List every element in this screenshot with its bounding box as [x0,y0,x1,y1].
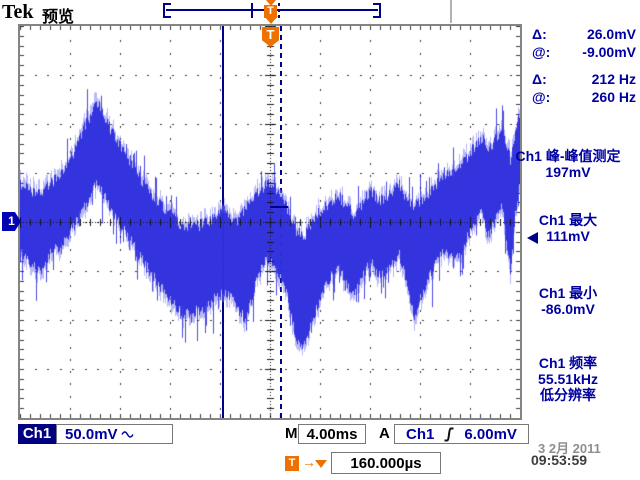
measurement-title: Ch1 频率 [538,355,598,371]
at-freq-value: 260 Hz [591,89,636,105]
ch1-waveform [20,26,520,418]
trigger-level-tick [270,206,288,208]
trigger-level-arrow-icon [527,232,538,244]
trigger-position-caret-icon [264,16,278,24]
timebase-readout: 4.00ms [298,424,366,444]
measurement-note: 低分辨率 [540,387,596,403]
measurement-title: Ch1 峰-峰值测定 [515,148,621,164]
measurement-title: Ch1 最小 [538,285,598,301]
sine-coupling-icon [120,429,134,440]
measurement-title: Ch1 最大 [538,212,598,228]
record-view-cursor1-tick [251,3,253,18]
trigger-delay-value: 160.000µs [350,454,422,472]
record-view-window-end-bracket [373,3,381,18]
measurement-pk2pk: Ch1 峰-峰值测定 197mV [498,148,638,180]
time-label: 09:53:59 [531,452,588,468]
record-view-trigger-marker: T [264,5,277,18]
delta-label: Δ: [532,26,547,42]
cursor-delta-freq-row: Δ: 212 Hz [532,71,636,89]
acquisition-mode-label: 预览 [42,9,75,26]
at-label: @: [532,44,551,60]
measurement-frequency: Ch1 频率 55.51kHz 低分辨率 [498,355,638,403]
delta-freq-value: 212 Hz [591,71,636,87]
measurement-value: 197mV [545,164,591,180]
ch1-scale-readout: 50.0mV [56,424,173,444]
trigger-delay-marker: T [285,456,299,471]
measurement-value: 55.51kHz [538,371,598,387]
delta-label: Δ: [532,71,547,87]
record-view-trigger-caret-icon [266,0,276,6]
main-timebase-label: M [285,425,298,442]
at-label: @: [532,89,551,105]
ch1-scale-value: 50.0mV [65,425,118,443]
trigger-source: Ch1 [406,425,435,443]
cursor-delta-voltage-row: Δ: 26.0mV [532,26,636,44]
record-view-cursor2-tick [278,3,280,18]
trigger-delay-readout: 160.000µs [331,452,441,474]
trigger-delay-caret-icon [315,460,327,468]
graticule [18,24,538,420]
tek-logo: Tek [2,1,34,23]
delta-voltage-value: 26.0mV [586,26,636,42]
cursor-at-voltage-row: @: -9.00mV [532,44,636,62]
trigger-delay-arrow-icon: → [302,454,316,470]
trigger-level-value: 6.00mV [464,425,517,443]
cursor-at-freq-row: @: 260 Hz [532,89,636,107]
measurement-value: -86.0mV [541,301,595,317]
measurement-max: Ch1 最大 111mV [498,212,638,244]
trigger-position-marker: T [262,27,279,47]
trigger-readout: Ch1 6.00mV [394,424,529,444]
measurement-value: 111mV [546,228,590,244]
record-view-window-start-bracket [163,3,171,18]
timebase-value: 4.00ms [306,425,358,443]
at-voltage-value: -9.00mV [582,44,636,60]
rising-edge-icon [443,427,455,442]
ch1-channel-badge: Ch1 [18,424,56,444]
trigger-a-label: A [379,425,390,442]
top-bar-divider [450,0,452,23]
measurement-min: Ch1 最小 -86.0mV [498,285,638,317]
ch1-ground-marker: 1 [2,212,21,231]
date-label: 3 2月 2011 [538,441,601,456]
